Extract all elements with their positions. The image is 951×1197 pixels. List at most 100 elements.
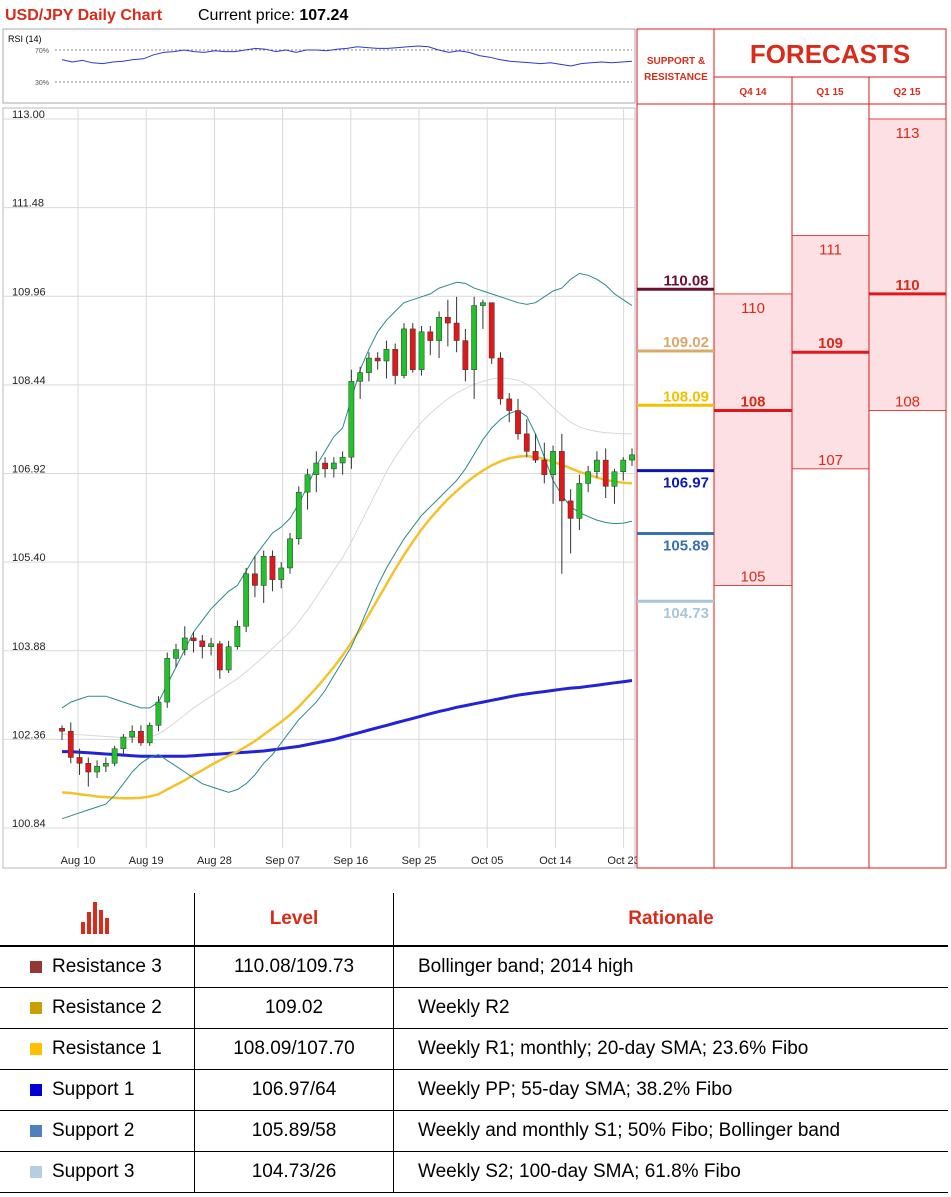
candle-up bbox=[357, 372, 364, 382]
forecast-boxes: 110 108 105 111 109 107 113 110 108 bbox=[713, 118, 947, 586]
candle-up bbox=[436, 316, 442, 341]
candle-up bbox=[471, 305, 478, 370]
candle-down bbox=[532, 451, 539, 461]
forecast-range-box bbox=[713, 293, 793, 586]
candle-up bbox=[155, 701, 162, 726]
sr-level-label: 106.97 bbox=[663, 475, 709, 492]
candle-down bbox=[541, 459, 548, 475]
candle-up bbox=[173, 649, 179, 659]
candle-down bbox=[567, 500, 574, 519]
usdjpy-chart: USD/JPY Daily Chart Current price: 107.2… bbox=[2, 7, 947, 869]
row-level: 108.09/107.70 bbox=[194, 1028, 394, 1070]
chart-title: USD/JPY Daily Chart bbox=[5, 7, 163, 24]
bar-chart-icon bbox=[81, 902, 109, 934]
row-level: 104.73/26 bbox=[194, 1151, 394, 1193]
candle-down bbox=[506, 398, 513, 411]
table-row: Resistance 1 108.09/107.70 Weekly R1; mo… bbox=[0, 1028, 948, 1070]
candle-up bbox=[225, 646, 232, 671]
row-name: Support 2 bbox=[52, 1119, 135, 1141]
row-name: Resistance 1 bbox=[52, 1037, 162, 1059]
row-color-swatch bbox=[30, 1124, 42, 1137]
candle-down bbox=[558, 451, 565, 502]
forecast-high-label: 110 bbox=[741, 300, 765, 317]
candle-down bbox=[199, 640, 206, 647]
candle-down bbox=[462, 340, 469, 370]
candle-down bbox=[427, 331, 434, 341]
candle-up bbox=[287, 538, 293, 569]
candle-up bbox=[401, 328, 407, 376]
candle-down bbox=[374, 357, 381, 362]
row-name: Resistance 3 bbox=[52, 955, 162, 977]
forecast-mid-label: 108 bbox=[740, 394, 765, 411]
candle-up bbox=[208, 643, 214, 647]
y-tick-label: 106.92 bbox=[12, 464, 46, 476]
candle-down bbox=[392, 349, 399, 376]
candle-up bbox=[146, 725, 153, 744]
forecast-high-label: 111 bbox=[819, 242, 842, 259]
candle-up bbox=[339, 456, 346, 464]
row-level: 106.97/64 bbox=[194, 1069, 394, 1111]
candle-down bbox=[269, 556, 276, 580]
levels-table: Level Rationale Resistance 3 110.08/109.… bbox=[0, 893, 948, 1193]
x-tick-label: Oct 05 bbox=[471, 855, 503, 867]
candle-down bbox=[85, 763, 92, 773]
rsi-panel bbox=[2, 28, 636, 104]
y-tick-label: 108.44 bbox=[12, 375, 46, 387]
candle-down bbox=[488, 302, 495, 359]
forecast-low-label: 108 bbox=[895, 394, 920, 411]
forecast-low-label: 105 bbox=[740, 568, 765, 585]
levels-table-header: Level Rationale bbox=[0, 893, 948, 947]
candle-up bbox=[260, 556, 267, 586]
forecast-range-box bbox=[868, 118, 947, 411]
row-rationale: Weekly S2; 100-day SMA; 61.8% Fibo bbox=[393, 1151, 948, 1193]
candle-up bbox=[611, 471, 618, 487]
candle-down bbox=[602, 459, 609, 487]
candle-up bbox=[129, 730, 136, 738]
candle-up bbox=[330, 462, 337, 470]
candle-up bbox=[111, 748, 118, 764]
row-level: 109.02 bbox=[194, 987, 394, 1029]
row-color-swatch bbox=[30, 960, 42, 973]
x-tick-label: Aug 19 bbox=[129, 855, 164, 867]
bar-chart-icon-cell bbox=[0, 893, 195, 947]
current-price: Current price: 107.24 bbox=[198, 7, 348, 24]
candle-up bbox=[102, 763, 109, 767]
y-tick-label: 102.36 bbox=[12, 729, 46, 741]
candle-up bbox=[181, 637, 188, 650]
candle-down bbox=[252, 573, 258, 586]
quarter-q2-15: Q2 15 bbox=[893, 87, 921, 98]
candle-down bbox=[444, 316, 451, 324]
candle-up bbox=[94, 765, 100, 773]
sr-title-2: RESISTANCE bbox=[644, 72, 708, 83]
row-name: Support 3 bbox=[52, 1160, 135, 1182]
candle-up bbox=[418, 331, 425, 370]
candle-down bbox=[322, 462, 328, 470]
candle-up bbox=[383, 349, 390, 362]
table-row: Resistance 3 110.08/109.73 Bollinger ban… bbox=[0, 946, 948, 988]
levels-and-forecasts-panel: 110 108 105 111 109 107 113 110 108 SUPPORT & RE… bbox=[636, 28, 947, 869]
candle-down bbox=[453, 322, 460, 341]
candle-up bbox=[243, 573, 250, 627]
candle-down bbox=[216, 643, 223, 671]
table-row: Support 1 106.97/64 Weekly PP; 55-day SM… bbox=[0, 1069, 948, 1111]
candle-up bbox=[304, 474, 311, 493]
row-name: Support 1 bbox=[52, 1078, 135, 1100]
row-rationale: Weekly PP; 55-day SMA; 38.2% Fibo bbox=[393, 1069, 948, 1111]
candle-down bbox=[59, 728, 65, 732]
candle-up bbox=[295, 491, 302, 540]
candle-up bbox=[278, 567, 285, 580]
y-tick-label: 100.84 bbox=[12, 818, 46, 830]
x-tick-label: Sep 16 bbox=[333, 855, 368, 867]
candle-up bbox=[585, 471, 592, 484]
candle-up bbox=[120, 736, 127, 749]
row-name: Resistance 2 bbox=[52, 996, 162, 1018]
candle-up bbox=[629, 454, 635, 461]
row-rationale: Bollinger band; 2014 high bbox=[393, 946, 948, 988]
candle-down bbox=[138, 730, 144, 744]
bollinger-mid-line bbox=[62, 377, 632, 739]
rsi-label: RSI (14) bbox=[8, 34, 42, 44]
y-tick-label: 111.48 bbox=[12, 198, 44, 210]
row-rationale: Weekly R2 bbox=[393, 987, 948, 1029]
current-price-value: 107.24 bbox=[299, 7, 348, 24]
rsi-line bbox=[61, 45, 633, 67]
